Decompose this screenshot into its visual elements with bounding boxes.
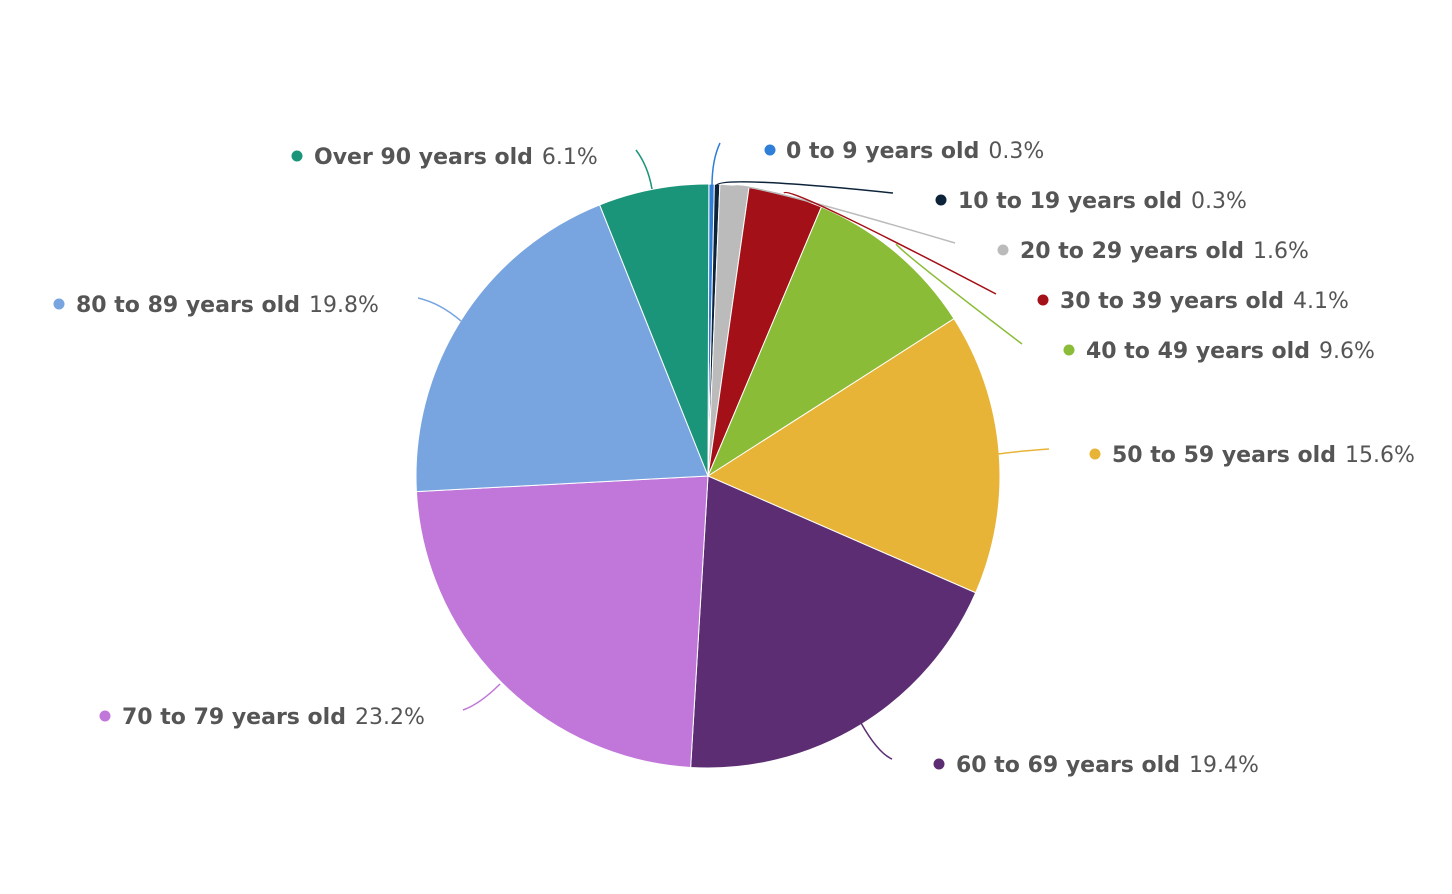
- pie-slice-9[interactable]: [415, 204, 709, 493]
- data-label-3: 20 to 29 years old 1.6%: [1020, 239, 1309, 264]
- label-marker-1: [764, 144, 776, 156]
- slice-percentage: 23.2%: [355, 705, 425, 730]
- label-connectors: [417, 142, 1050, 760]
- data-label-1: 0 to 9 years old 0.3%: [786, 139, 1044, 164]
- data-label-10: Over 90 years old 6.1%: [314, 145, 598, 170]
- slice-percentage: 19.8%: [309, 293, 379, 318]
- connector-line-7: [860, 722, 893, 760]
- slice-name: 60 to 69 years old: [956, 753, 1180, 778]
- label-marker-8: [99, 710, 111, 722]
- slice-percentage: 4.1%: [1293, 289, 1349, 314]
- connector-line-9: [417, 297, 462, 322]
- pie-slice-8[interactable]: [415, 475, 709, 769]
- label-marker-7: [933, 758, 945, 770]
- slice-name: 10 to 19 years old: [958, 189, 1182, 214]
- slice-name: Over 90 years old: [314, 145, 533, 170]
- connector-line-3: [732, 185, 956, 244]
- label-marker-10: [291, 150, 303, 162]
- slice-percentage: 9.6%: [1319, 339, 1375, 364]
- slice-name: 40 to 49 years old: [1086, 339, 1310, 364]
- data-label-7: 60 to 69 years old 19.4%: [956, 753, 1259, 778]
- connector-line-1: [711, 142, 721, 187]
- connector-line-8: [462, 683, 501, 711]
- connector-line-6: [997, 448, 1050, 455]
- slice-name: 50 to 59 years old: [1112, 443, 1336, 468]
- label-marker-2: [935, 194, 947, 206]
- connector-line-4: [783, 191, 997, 295]
- slice-name: 20 to 29 years old: [1020, 239, 1244, 264]
- slice-name: 0 to 9 years old: [786, 139, 979, 164]
- slice-percentage: 0.3%: [988, 139, 1044, 164]
- data-label-6: 50 to 59 years old 15.6%: [1112, 443, 1415, 468]
- data-labels: 0 to 9 years old 0.3% 10 to 19 years old 0.…: [53, 139, 1415, 778]
- slice-percentage: 1.6%: [1253, 239, 1309, 264]
- data-label-2: 10 to 19 years old 0.3%: [958, 189, 1247, 214]
- slice-name: 80 to 89 years old: [76, 293, 300, 318]
- label-marker-5: [1063, 344, 1075, 356]
- connector-line-5: [895, 243, 1023, 345]
- label-marker-6: [1089, 448, 1101, 460]
- slice-percentage: 15.6%: [1345, 443, 1415, 468]
- data-label-8: 70 to 79 years old 23.2%: [122, 705, 425, 730]
- pie-slices: [415, 183, 1001, 769]
- connector-line-2: [715, 181, 894, 194]
- slice-name: 70 to 79 years old: [122, 705, 346, 730]
- pie-slice-10[interactable]: [598, 183, 710, 477]
- label-marker-9: [53, 298, 65, 310]
- slice-percentage: 6.1%: [542, 145, 598, 170]
- data-label-9: 80 to 89 years old 19.8%: [76, 293, 379, 318]
- data-label-4: 30 to 39 years old 4.1%: [1060, 289, 1349, 314]
- pie-slice-7[interactable]: [690, 475, 977, 769]
- slice-percentage: 0.3%: [1191, 189, 1247, 214]
- label-marker-3: [997, 244, 1009, 256]
- slice-name: 30 to 39 years old: [1060, 289, 1284, 314]
- pie-slice-6[interactable]: [706, 318, 1001, 594]
- data-label-5: 40 to 49 years old 9.6%: [1086, 339, 1375, 364]
- connector-line-10: [635, 149, 653, 190]
- slice-percentage: 19.4%: [1189, 753, 1259, 778]
- label-marker-4: [1037, 294, 1049, 306]
